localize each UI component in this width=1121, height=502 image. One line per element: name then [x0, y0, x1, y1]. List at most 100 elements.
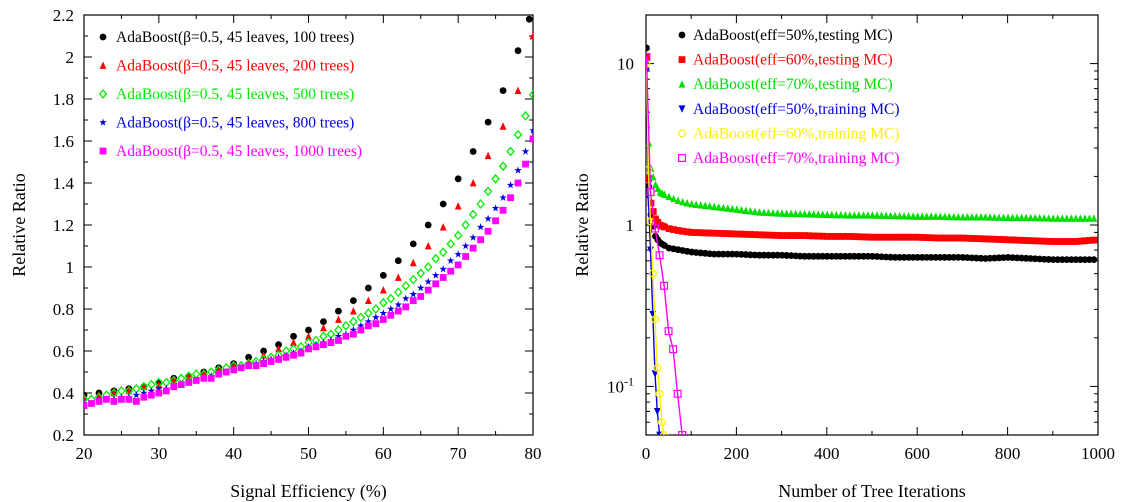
data-point [724, 230, 732, 238]
data-point [783, 209, 790, 217]
data-point [155, 380, 163, 388]
data-point [192, 377, 200, 384]
data-point [914, 212, 922, 220]
series-1 [84, 15, 533, 399]
data-point [499, 206, 507, 214]
data-point [896, 233, 903, 241]
data-point [855, 211, 863, 219]
y-tick-label: 1.6 [53, 132, 74, 151]
right-plot-frame [645, 14, 1099, 436]
data-point [878, 211, 885, 219]
data-point [379, 297, 388, 308]
data-point [491, 204, 500, 212]
series-2 [646, 53, 1098, 245]
legend-label: AdaBoost(eff=50%,training MC) [693, 101, 899, 118]
data-point [461, 220, 470, 230]
legend-marker [677, 129, 686, 138]
data-point [320, 323, 327, 332]
data-point [185, 379, 193, 386]
data-point [84, 402, 88, 409]
data-point [823, 232, 831, 240]
data-point [896, 211, 903, 220]
y-tick-label: 0.4 [53, 384, 75, 403]
data-point [665, 192, 673, 201]
right-legend: AdaBoost(eff=50%,testing MC) AdaBoost(eff… [677, 27, 899, 167]
data-point [648, 269, 657, 278]
data-point [796, 232, 804, 239]
data-point [387, 305, 395, 313]
data-point [651, 224, 660, 233]
data-point [832, 232, 840, 240]
data-point [499, 122, 507, 130]
data-point [737, 205, 745, 214]
x-tick-label: 800 [995, 444, 1021, 463]
data-point [1054, 214, 1062, 222]
data-point [364, 296, 372, 304]
data-point [787, 209, 795, 218]
data-point [416, 268, 426, 279]
data-point [891, 211, 899, 220]
data-point [697, 229, 705, 237]
data-point [230, 366, 238, 374]
data-point [371, 304, 381, 314]
data-point [1022, 237, 1030, 244]
data-point [222, 368, 230, 376]
data-point [1086, 237, 1093, 244]
data-point [529, 126, 533, 134]
data-point [945, 234, 953, 242]
data-point [774, 232, 781, 239]
data-point [954, 212, 962, 221]
data-point [1009, 236, 1016, 244]
data-point [936, 234, 944, 242]
data-point [1027, 213, 1035, 222]
data-point [678, 431, 687, 435]
data-point [88, 400, 95, 407]
data-point [646, 52, 651, 61]
data-point [918, 212, 926, 220]
data-point [973, 213, 980, 221]
data-point [350, 330, 357, 338]
data-point [760, 208, 768, 216]
y-axis-title: Relative Ratio [572, 173, 592, 276]
data-point [683, 199, 691, 207]
data-point [1045, 214, 1053, 222]
data-point [959, 213, 967, 221]
data-point [805, 232, 813, 240]
data-point [814, 232, 822, 240]
y-tick-label: 10 [617, 55, 634, 74]
data-point [245, 362, 253, 370]
data-point [357, 326, 365, 334]
data-point [719, 230, 727, 237]
data-point [697, 201, 705, 209]
series-5 [84, 135, 533, 409]
data-point [760, 231, 768, 239]
legend-marker [98, 89, 108, 99]
data-point [394, 257, 402, 265]
data-point [260, 347, 267, 355]
data-point [1076, 214, 1084, 222]
data-point [1049, 238, 1057, 245]
data-point [364, 308, 373, 319]
data-point [364, 284, 372, 292]
data-point [747, 207, 754, 215]
data-point [765, 231, 772, 239]
data-point [499, 87, 507, 94]
data-point [832, 210, 840, 219]
data-point [715, 229, 723, 237]
data-point [787, 232, 795, 239]
data-point [679, 227, 687, 235]
data-point [529, 135, 533, 143]
data-point [446, 239, 455, 249]
data-point [424, 277, 433, 285]
data-point [350, 307, 357, 315]
x-tick-label: 600 [904, 444, 930, 463]
x-tick-label: 1000 [1081, 444, 1115, 463]
data-point [660, 281, 669, 290]
legend-label: AdaBoost(β=0.5, 45 leaves, 100 trees) [116, 29, 354, 46]
legend-label: AdaBoost(eff=60%,testing MC) [693, 52, 893, 69]
data-point [453, 230, 463, 241]
legend-marker [677, 154, 686, 163]
legend-marker [678, 31, 686, 39]
data-point [401, 294, 410, 302]
left-plot-frame [83, 14, 534, 436]
